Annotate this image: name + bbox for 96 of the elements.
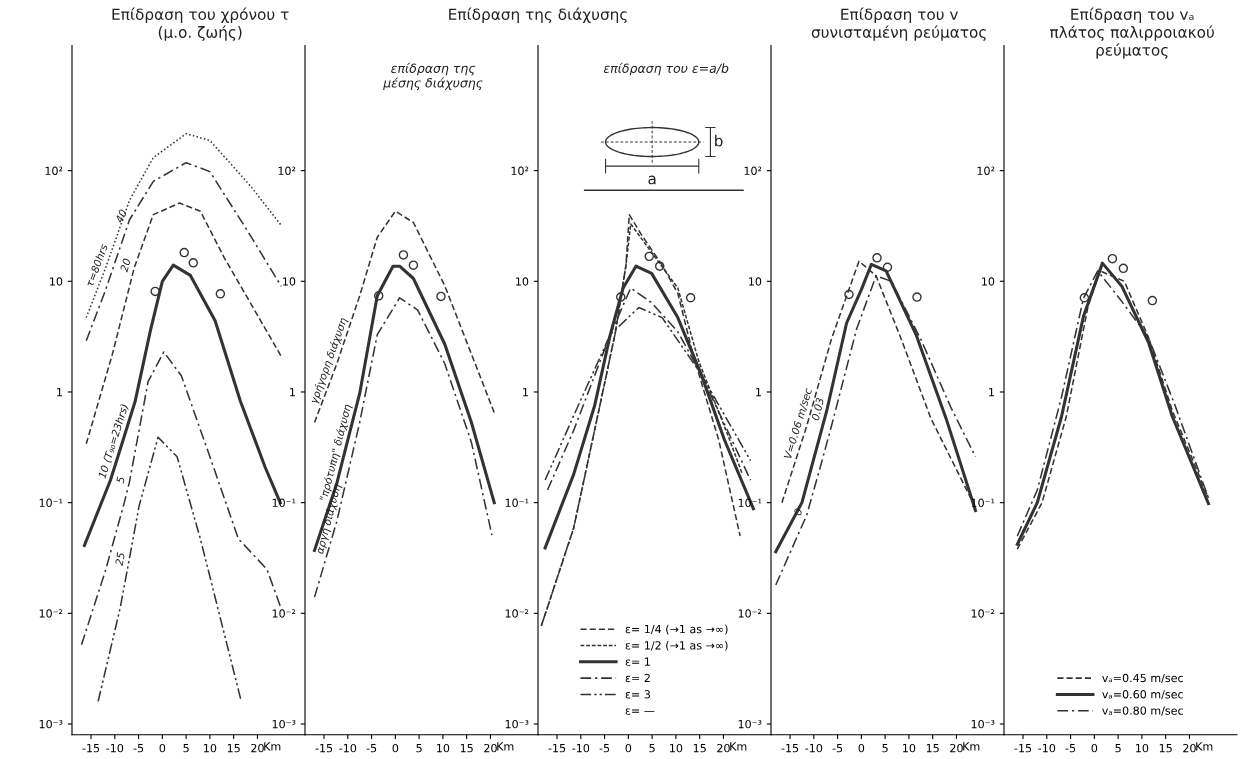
y-tick-label: 10⁻² (272, 609, 296, 618)
y-tick-label: 10 (283, 277, 296, 286)
x-tick-label: 20 (251, 743, 264, 753)
annotation: 40 (114, 208, 128, 224)
y-tick-label: 10⁻² (738, 609, 762, 618)
x-tick-label: 5 (416, 744, 422, 753)
x-tick-label: 5 (1115, 744, 1121, 753)
text: επίδραση της μέσης διάχυσης (383, 62, 483, 91)
y-tick-label: 10⁻¹ (39, 498, 63, 508)
x-tick-label: -10 (1038, 743, 1056, 753)
annotation: 25 (114, 552, 125, 567)
x-axis-title: Km (264, 742, 281, 751)
x-tick-label: 10 (903, 743, 916, 753)
annotation: a (648, 175, 656, 185)
y-tick-label: 10 (50, 277, 63, 286)
legend-label: vₐ=0.80 m/sec (1102, 706, 1183, 716)
y-tick-label: 10⁻¹ (272, 498, 296, 508)
legend-label: ε= 3 (625, 690, 650, 699)
legend-label: ε= 2 (625, 673, 650, 683)
y-tick-label: 1 (523, 388, 528, 397)
text: επίδραση του ε=a/b (603, 62, 729, 76)
x-tick-label: 5 (183, 744, 189, 753)
y-tick-label: 10⁻² (505, 609, 529, 618)
annotation: 0 (793, 507, 803, 516)
annotation: 5 (116, 476, 125, 484)
x-tick-label: -5 (366, 744, 377, 753)
annotation: b (715, 134, 723, 147)
x-tick-label: 10 (204, 743, 217, 753)
x-tick-label: 20 (717, 743, 730, 753)
y-tick-label: 1 (57, 388, 62, 397)
x-tick-label: -10 (106, 743, 124, 753)
x-tick-label: 10 (1136, 743, 1149, 753)
x-tick-label: 0 (159, 743, 166, 753)
x-tick-label: 10 (437, 743, 450, 753)
y-tick-label: 10⁻³ (738, 719, 762, 729)
x-tick-label: 20 (1183, 743, 1196, 753)
x-tick-label: 5 (649, 744, 655, 753)
x-tick-label: -5 (599, 744, 610, 753)
y-tick-label: 1 (290, 388, 295, 397)
y-tick-label: 10 (749, 277, 762, 286)
y-tick-label: 10² (278, 166, 296, 176)
y-tick-label: 10 (516, 277, 529, 286)
x-tick-label: 0 (392, 743, 399, 753)
annotation: ε= — (625, 708, 655, 715)
x-tick-label: 0 (625, 743, 632, 753)
x-tick-label: -15 (315, 744, 333, 753)
x-tick-label: 15 (926, 744, 939, 753)
y-tick-label: 10² (744, 166, 762, 176)
y-tick-label: 10⁻¹ (505, 498, 529, 508)
legend-label: ε= 1 (625, 657, 650, 666)
x-tick-label: 15 (693, 744, 706, 753)
x-tick-label: -5 (133, 744, 144, 753)
y-tick-label: 10⁻³ (39, 719, 63, 729)
legend-label: vₐ=0.45 m/sec (1102, 673, 1183, 684)
y-tick-label: 10⁻² (39, 609, 63, 618)
x-tick-label: 20 (950, 743, 963, 753)
x-tick-label: 15 (227, 744, 240, 753)
y-tick-label: 10² (45, 166, 63, 176)
x-tick-label: 15 (460, 744, 473, 753)
legend-label: ε= 1/2 (→1 as →∞) (625, 640, 728, 651)
y-tick-label: 1 (756, 388, 761, 397)
chart-title: Επίδραση του v συνισταμένη ρεύματος (811, 7, 986, 41)
y-tick-label: 1 (989, 388, 994, 397)
x-tick-label: 15 (1159, 744, 1172, 753)
x-axis-title: Km (730, 742, 747, 751)
y-tick-label: 10⁻² (971, 609, 995, 618)
x-tick-label: 10 (670, 743, 683, 753)
y-tick-label: 10 (982, 277, 995, 286)
y-tick-label: 10² (977, 166, 995, 176)
x-tick-label: 0 (1091, 743, 1098, 753)
x-axis-title: Km (497, 742, 514, 751)
x-tick-label: -10 (805, 743, 823, 753)
x-axis-title: Km (963, 742, 980, 751)
x-tick-label: -10 (572, 743, 590, 753)
x-tick-label: -15 (1014, 744, 1032, 753)
x-tick-label: 20 (484, 743, 497, 753)
y-tick-label: 10⁻³ (272, 719, 296, 729)
y-tick-label: 10² (511, 166, 529, 176)
x-tick-label: -5 (832, 744, 843, 753)
chart-title: Επίδραση της διάχυσης (449, 7, 627, 24)
y-tick-label: 10⁻³ (971, 719, 995, 729)
legend-label: ε= 1/4 (→1 as →∞) (625, 624, 728, 635)
chart-title: Επίδραση του χρόνου τ (μ.ο. ζωής) (112, 7, 289, 41)
x-tick-label: -5 (1065, 744, 1076, 753)
chart-title: Επίδραση του vₐ πλάτος παλιρροιακού ρεύματος (1050, 7, 1214, 59)
y-tick-label: 10⁻³ (505, 719, 529, 729)
annotation: 0.03 (811, 397, 825, 421)
x-tick-label: -10 (339, 743, 357, 753)
x-tick-label: -15 (82, 744, 100, 753)
x-tick-label: 5 (882, 744, 888, 753)
x-tick-label: -15 (781, 744, 799, 753)
x-axis-title: Km (1196, 742, 1213, 751)
x-tick-label: -15 (548, 744, 566, 753)
annotation: 20 (119, 258, 131, 273)
x-tick-label: 0 (858, 743, 865, 753)
legend-label: vₐ=0.60 m/sec (1102, 690, 1183, 700)
